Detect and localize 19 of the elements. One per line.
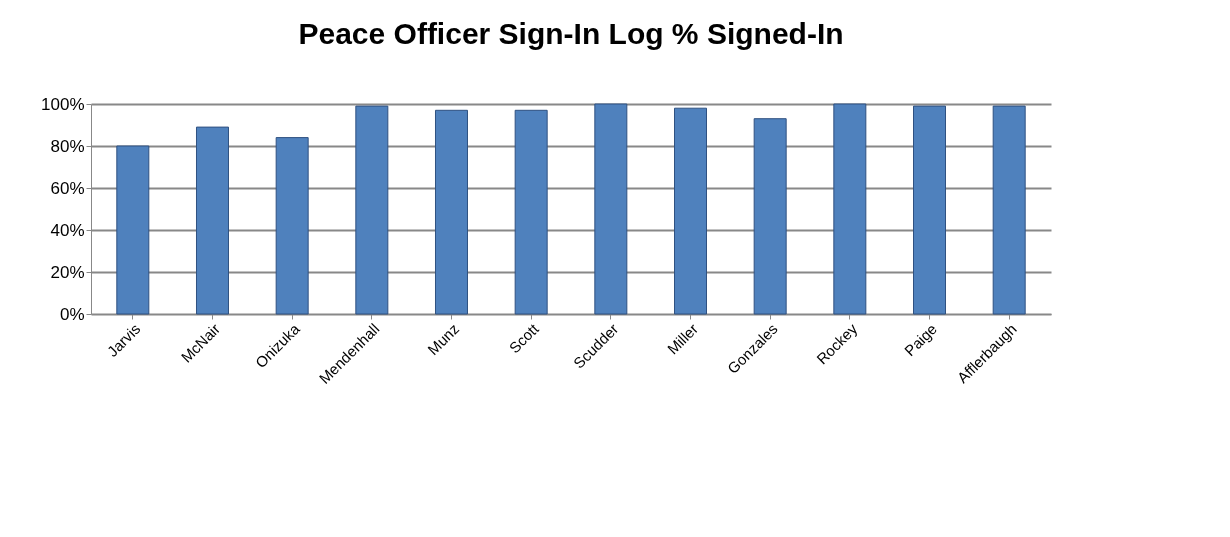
bar [674,107,707,315]
y-tick-label: 100% [41,94,85,114]
bar [275,137,309,315]
bar [913,105,947,315]
bar [753,118,787,315]
bar [514,109,548,315]
y-tick-label: 20% [50,262,85,282]
chart-title: Peace Officer Sign-In Log % Signed-In [298,17,844,50]
bar [195,126,229,315]
y-tick-label: 80% [50,136,85,156]
bar [833,103,867,315]
y-tick-label: 40% [50,220,85,240]
y-tick-label: 60% [50,178,85,198]
bar [116,145,150,315]
y-tick-label: 0% [59,304,85,324]
bar [992,105,1026,315]
bar [435,109,468,315]
bar [355,105,389,315]
bar [594,103,628,315]
